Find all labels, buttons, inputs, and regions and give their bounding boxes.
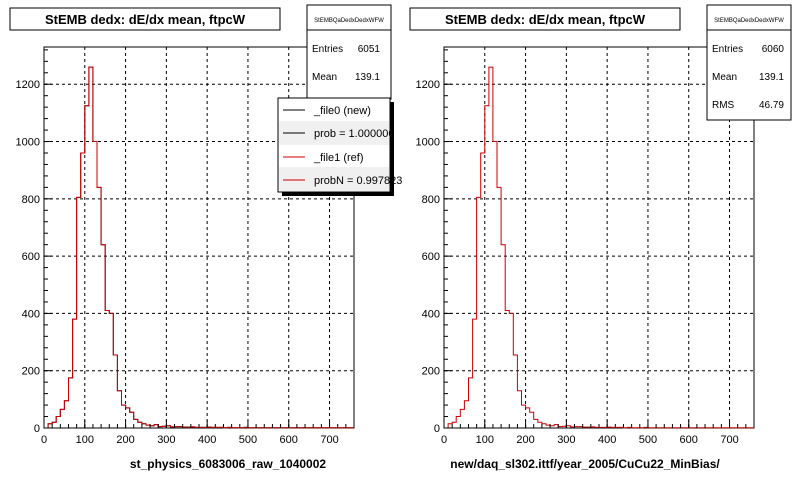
right-axes: 0 100 200 300 400 500 600 700 0 200 400 600 800 1000 1… xyxy=(416,49,747,446)
right-plot-frame xyxy=(443,46,755,429)
right-pad: 0 100 200 300 400 500 600 700 0 200 400 600 800 1000 1… xyxy=(409,4,792,471)
x-tick-label: 0 xyxy=(41,434,47,446)
left-title-box xyxy=(9,7,281,31)
x-tick-label: 400 xyxy=(198,434,216,446)
x-tick-label: 300 xyxy=(557,434,575,446)
legend-label-file1: _file1 (ref) xyxy=(313,152,364,164)
x-tick-label: 500 xyxy=(239,434,257,446)
legend-row-bg xyxy=(279,99,389,121)
right-stats-name: StEMBQaDedxDedxWFW xyxy=(714,18,784,24)
left-pad: 0 100 200 300 400 500 600 700 0 200 400 600 800 1000 1… xyxy=(9,4,402,471)
legend-row-bg xyxy=(279,167,389,191)
y-tick-label: 600 xyxy=(422,251,440,263)
x-tick-label: 600 xyxy=(680,434,698,446)
x-tick-label: 700 xyxy=(320,434,338,446)
y-tick-label: 1200 xyxy=(416,79,440,91)
x-tick-label: 200 xyxy=(516,434,534,446)
y-tick-label: 800 xyxy=(22,194,40,206)
left-stats-entries-value: 6051 xyxy=(358,44,381,55)
x-tick-label: 0 xyxy=(441,434,447,446)
right-stats-mean-value: 139.1 xyxy=(759,72,784,83)
x-tick-label: 300 xyxy=(157,434,175,446)
left-stats-box xyxy=(306,4,392,100)
y-tick-label: 0 xyxy=(434,423,440,435)
y-tick-label: 600 xyxy=(22,251,40,263)
x-tick-label: 700 xyxy=(720,434,738,446)
legend-label-probn: probN = 0.997823 xyxy=(314,175,402,187)
right-stats-entries-value: 6060 xyxy=(762,44,785,55)
x-tick-label: 400 xyxy=(598,434,616,446)
y-tick-label: 400 xyxy=(22,308,40,320)
y-tick-label: 800 xyxy=(422,194,440,206)
left-legend: _file0 (new) prob = 1.000000 _file1 (ref… xyxy=(277,97,402,196)
left-stats-entries-label: Entries xyxy=(312,44,343,55)
legend-label-prob: prob = 1.000000 xyxy=(314,128,394,140)
x-tick-label: 100 xyxy=(476,434,494,446)
left-axes: 0 100 200 300 400 500 600 700 0 200 400 600 800 1000 1… xyxy=(16,49,347,446)
right-title-box xyxy=(409,7,681,31)
y-tick-label: 400 xyxy=(422,308,440,320)
y-tick-label: 200 xyxy=(22,366,40,378)
right-title: StEMB dedx: dE/dx mean, ftpcW xyxy=(445,12,646,27)
right-stats-mean-label: Mean xyxy=(712,72,737,83)
right-stats-box xyxy=(706,4,792,121)
x-tick-label: 200 xyxy=(116,434,134,446)
left-title: StEMB dedx: dE/dx mean, ftpcW xyxy=(45,12,246,27)
y-tick-label: 1200 xyxy=(16,79,40,91)
right-grid xyxy=(444,47,754,428)
left-stats-mean-value: 139.1 xyxy=(355,72,380,83)
x-tick-label: 500 xyxy=(639,434,657,446)
x-tick-label: 600 xyxy=(280,434,298,446)
legend-row-bg xyxy=(279,145,389,167)
right-x-label: new/daq_sl302.ittf/year_2005/CuCu22_MinB… xyxy=(450,457,720,471)
left-x-label: st_physics_6083006_raw_1040002 xyxy=(130,457,326,471)
right-stats-rms-value: 46.79 xyxy=(759,100,784,111)
left-stats-mean-label: Mean xyxy=(312,72,337,83)
x-tick-label: 100 xyxy=(76,434,94,446)
right-stats-entries-label: Entries xyxy=(712,44,743,55)
y-tick-label: 0 xyxy=(34,423,40,435)
y-tick-label: 1000 xyxy=(416,137,440,149)
y-tick-label: 200 xyxy=(422,366,440,378)
right-stats-rms-label: RMS xyxy=(712,100,735,111)
y-tick-label: 1000 xyxy=(16,137,40,149)
left-stats-name: StEMBQaDedxDedxWFW xyxy=(314,18,384,24)
legend-label-file0: _file0 (new) xyxy=(313,105,371,117)
